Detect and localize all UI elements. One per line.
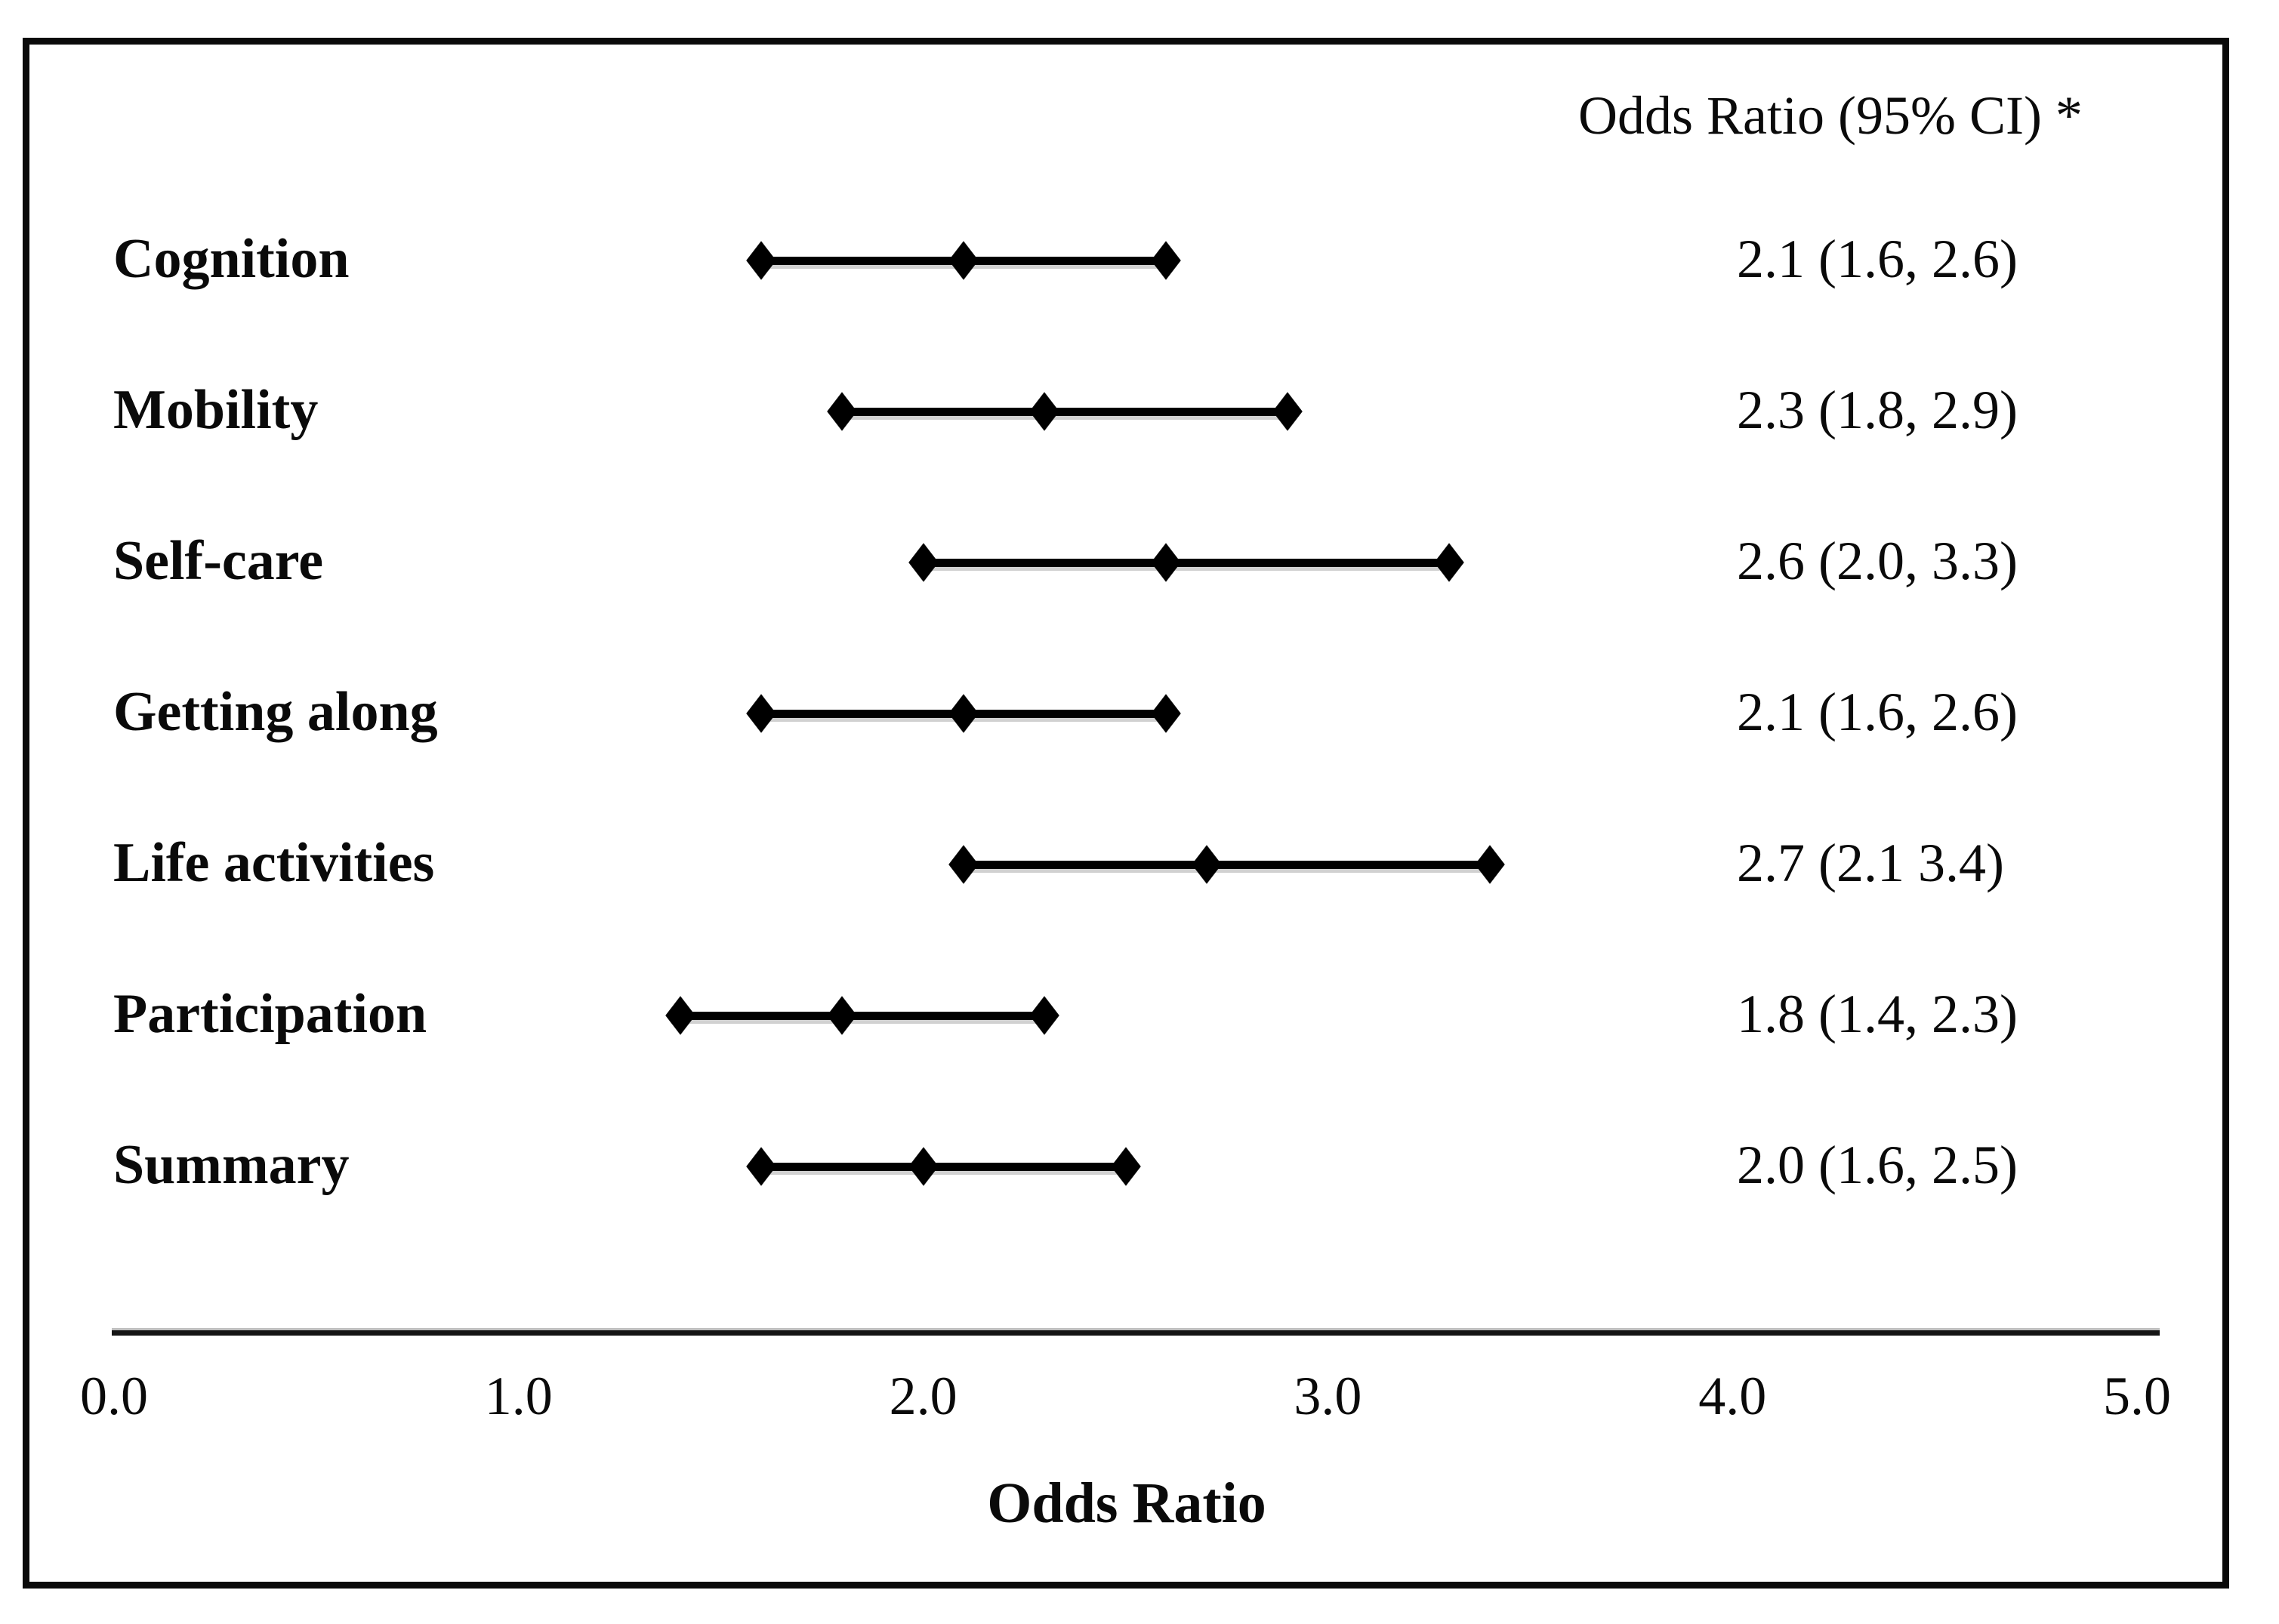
x-axis-line: [112, 1330, 2160, 1336]
ci-whisker-line: [923, 559, 1450, 567]
ci-whisker-line: [842, 408, 1288, 416]
ci-whisker-line: [761, 1163, 1126, 1171]
x-axis-tick-label: 3.0: [1294, 1366, 1362, 1426]
row-or-ci-value: 2.1 (1.6, 2.6): [1737, 228, 2018, 289]
row-label: Getting along: [113, 680, 438, 743]
ci-whisker-line: [964, 861, 1490, 869]
row-label: Mobility: [113, 378, 319, 441]
plot-border-frame: [23, 38, 2229, 1589]
x-axis-tick-label: 1.0: [484, 1366, 553, 1426]
ci-column-header: Odds Ratio (95% CI) *: [1578, 85, 2083, 146]
row-or-ci-value: 2.3 (1.8, 2.9): [1737, 379, 2018, 440]
row-label: Self-care: [113, 529, 324, 592]
row-label: Summary: [113, 1133, 350, 1196]
row-or-ci-value: 1.8 (1.4, 2.3): [1737, 983, 2018, 1044]
x-axis-tick-label: 5.0: [2103, 1366, 2171, 1426]
row-label: Participation: [113, 982, 427, 1045]
x-axis-tick-label: 0.0: [80, 1366, 148, 1426]
x-axis-title: Odds Ratio: [987, 1471, 1266, 1535]
x-axis-tick-label: 4.0: [1698, 1366, 1767, 1426]
row-or-ci-value: 2.6 (2.0, 3.3): [1737, 530, 2018, 591]
row-or-ci-value: 2.0 (1.6, 2.5): [1737, 1134, 2018, 1195]
row-or-ci-value: 2.1 (1.6, 2.6): [1737, 681, 2018, 742]
row-label: Life activities: [113, 831, 435, 894]
row-or-ci-value: 2.7 (2.1 3.4): [1737, 832, 2004, 893]
ci-whisker-line: [680, 1012, 1045, 1020]
row-label: Cognition: [113, 227, 350, 290]
x-axis-tick-label: 2.0: [889, 1366, 958, 1426]
